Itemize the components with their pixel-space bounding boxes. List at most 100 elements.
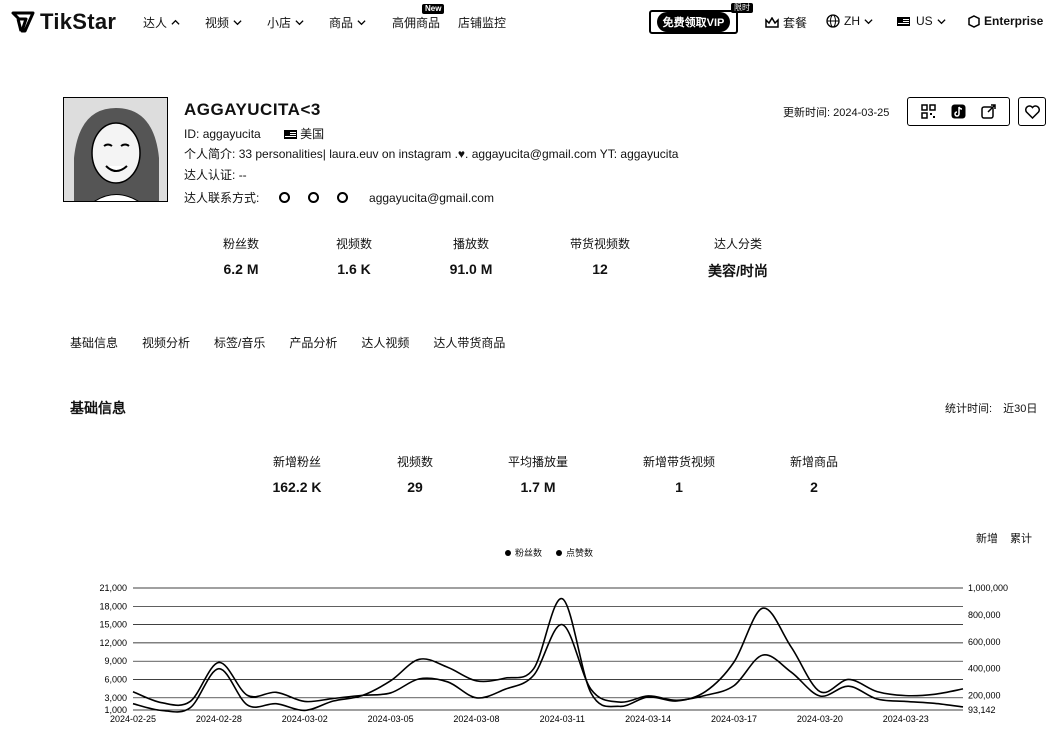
stat-plays: 播放数 91.0 M xyxy=(411,235,531,277)
tab-talent-products[interactable]: 达人带货商品 xyxy=(433,336,506,350)
heart-icon xyxy=(1024,104,1040,119)
stat-label: 带货视频数 xyxy=(569,237,630,251)
language-selector[interactable]: ZH xyxy=(826,14,873,28)
id-label: ID: xyxy=(184,127,200,141)
toggle-total[interactable]: 累计 xyxy=(1010,533,1032,545)
stat-label: 新增带货视频 xyxy=(642,455,715,469)
legend-label: 粉丝数 xyxy=(515,548,543,558)
tiktok-icon[interactable] xyxy=(949,103,967,121)
us-flag-icon xyxy=(284,130,298,139)
x-tick-label: 2024-03-05 xyxy=(368,714,414,724)
new-badge: New xyxy=(422,4,445,14)
external-link-icon[interactable] xyxy=(979,103,997,121)
legend-item-followers[interactable]: 粉丝数 xyxy=(505,546,542,559)
stat-followers: 粉丝数 6.2 M xyxy=(181,235,301,277)
section-title: 基础信息 xyxy=(70,400,126,416)
tab-talent-videos[interactable]: 达人视频 xyxy=(361,336,410,350)
stat-value: 1.6 K xyxy=(337,261,371,277)
contact-label: 达人联系方式: xyxy=(184,191,260,205)
nav-shop-monitor-label: 店铺监控 xyxy=(458,16,507,30)
tab-product-analysis[interactable]: 产品分析 xyxy=(289,336,338,350)
verification-value: -- xyxy=(238,168,247,182)
stat-new-products: 新增商品 2 xyxy=(754,453,874,495)
chevron-down-icon xyxy=(937,18,946,24)
y-left-tick-label: 3,000 xyxy=(104,693,127,703)
nav-talent[interactable]: 达人 xyxy=(143,14,180,31)
x-tick-label: 2024-02-25 xyxy=(110,714,156,724)
x-tick-label: 2024-03-17 xyxy=(711,714,757,724)
trend-chart: 1,000 3,000 6,000 9,000 12,000 15,000 18,000 21… xyxy=(99,583,1008,724)
chart-legend: 粉丝数 点赞数 xyxy=(505,546,593,559)
stat-value: 91.0 M xyxy=(449,261,493,277)
stat-value: 162.2 K xyxy=(272,479,322,495)
nav-shop[interactable]: 小店 xyxy=(267,14,304,31)
stat-label: 平均播放量 xyxy=(507,455,568,469)
nav-video-label: 视频 xyxy=(205,16,230,30)
brand-name: TikStar xyxy=(40,9,117,34)
region-selector[interactable]: US xyxy=(897,14,946,28)
tab-video-analysis[interactable]: 视频分析 xyxy=(142,336,191,350)
free-vip-label: 免费领取VIP xyxy=(656,12,731,32)
nav-video[interactable]: 视频 xyxy=(205,14,242,31)
stat-value: 美容/时尚 xyxy=(708,263,768,279)
nav-product[interactable]: 商品 xyxy=(329,14,366,31)
favorite-button[interactable] xyxy=(1018,97,1046,126)
bio-label: 个人简介: xyxy=(184,147,236,161)
action-icon-group xyxy=(907,97,1010,126)
tab-basic-info[interactable]: 基础信息 xyxy=(70,336,119,350)
nav-shop-label: 小店 xyxy=(267,16,292,30)
id-value: aggayucita xyxy=(202,127,261,141)
y-left-tick-label: 18,000 xyxy=(99,601,127,611)
stat-label: 播放数 xyxy=(452,237,489,251)
nav-product-label: 商品 xyxy=(329,16,354,30)
stat-label: 达人分类 xyxy=(713,237,762,251)
free-vip-button[interactable]: 免费领取VIP xyxy=(649,10,738,34)
youtube-icon[interactable] xyxy=(336,192,348,203)
stat-time-value[interactable]: 近30日 xyxy=(1003,403,1038,415)
update-time-value: 2024-03-25 xyxy=(833,107,890,119)
y-left-tick-label: 1,000 xyxy=(104,705,127,715)
toggle-new[interactable]: 新增 xyxy=(976,533,998,545)
stat-avg-plays: 平均播放量 1.7 M xyxy=(478,453,598,495)
verification-label: 达人认证: xyxy=(184,168,236,182)
y-right-tick-label: 400,000 xyxy=(968,664,1001,674)
plan-link[interactable]: 套餐 xyxy=(765,14,807,31)
enterprise-link[interactable]: Enterprise xyxy=(968,14,1043,28)
stat-category: 达人分类 美容/时尚 xyxy=(678,235,798,281)
plan-label: 套餐 xyxy=(783,16,808,30)
limited-badge: 限时 xyxy=(731,3,753,13)
hexagon-icon xyxy=(968,14,980,28)
chevron-down-icon xyxy=(357,20,366,26)
nav-high-commission[interactable]: 高佣商品 xyxy=(392,14,440,31)
crown-icon xyxy=(765,16,779,28)
us-flag-icon xyxy=(897,16,910,26)
instagram-icon[interactable] xyxy=(278,192,290,203)
avatar xyxy=(63,97,168,202)
y-left-tick-label: 12,000 xyxy=(99,638,127,648)
avatar-image xyxy=(64,98,167,201)
stat-value: 1 xyxy=(675,479,683,495)
stat-label: 新增粉丝 xyxy=(272,455,321,469)
x-tick-label: 2024-02-28 xyxy=(196,714,242,724)
nav-talent-label: 达人 xyxy=(143,16,168,30)
contact-email[interactable]: aggayucita@gmail.com xyxy=(369,191,494,205)
legend-item-likes[interactable]: 点赞数 xyxy=(556,546,593,559)
talent-name: AGGAYUCITA<3 xyxy=(184,100,321,119)
tab-tags-music[interactable]: 标签/音乐 xyxy=(214,336,266,350)
qr-code-icon[interactable] xyxy=(920,103,938,121)
stat-new-followers: 新增粉丝 162.2 K xyxy=(237,453,357,495)
brand-logo[interactable]: TikStar xyxy=(10,8,116,36)
tikstar-logo-icon xyxy=(11,11,35,33)
country-value: 美国 xyxy=(300,127,325,141)
globe-icon xyxy=(826,14,840,28)
whatsapp-icon[interactable] xyxy=(307,192,319,203)
stat-videos: 视频数 1.6 K xyxy=(294,235,414,277)
stat-label: 粉丝数 xyxy=(222,237,259,251)
series-line-followers xyxy=(132,623,964,708)
nav-shop-monitor[interactable]: 店铺监控 xyxy=(458,14,506,31)
y-right-tick-label: 1,000,000 xyxy=(968,583,1008,593)
enterprise-label: Enterprise xyxy=(984,14,1044,28)
contact-row: 达人联系方式: aggayucita@gmail.com xyxy=(184,189,494,206)
y-left-tick-label: 15,000 xyxy=(99,620,127,630)
legend-label: 点赞数 xyxy=(566,548,594,558)
